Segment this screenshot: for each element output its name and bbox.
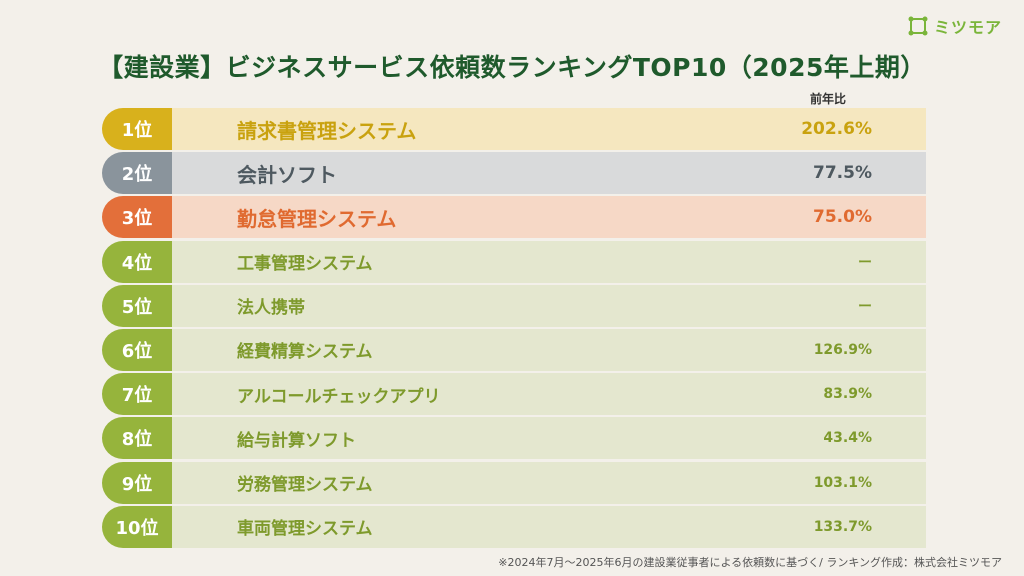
ranking-row: 8位 給与計算ソフト 43.4% (102, 417, 926, 460)
rank-badge: 8位 (102, 417, 172, 460)
rank-badge: 10位 (102, 505, 172, 548)
service-name: アルコールチェックアプリ (237, 386, 441, 407)
rank-badge: 2位 (102, 152, 172, 195)
yoy-column-header: 前年比 (809, 92, 846, 106)
rank-badge: 3位 (102, 196, 172, 239)
row-band (162, 417, 926, 460)
rank-badge: 7位 (102, 373, 172, 416)
service-name: 工事管理システム (237, 254, 373, 275)
rank-badge: 5位 (102, 284, 172, 327)
yoy-value: ー (858, 254, 872, 271)
yoy-value: 202.6% (801, 119, 872, 139)
rank-badge: 9位 (102, 461, 172, 504)
service-name: 法人携帯 (237, 298, 305, 319)
yoy-value: 83.9% (823, 386, 872, 403)
logo-text: ミツモア (933, 18, 1002, 37)
row-band (162, 240, 926, 283)
ranking-row: 6位 経費精算システム 126.9% (102, 328, 926, 371)
row-band (162, 152, 926, 195)
row-band (162, 461, 926, 504)
rank-badge: 6位 (102, 328, 172, 371)
footnote: ※2024年7月〜2025年6月の建設業従事者による依頼数に基づく/ ランキング… (498, 556, 1002, 569)
ranking-row: 2位 会計ソフト 77.5% (102, 152, 926, 195)
rank-badge: 1位 (102, 108, 172, 150)
service-name: 車両管理システム (237, 519, 373, 540)
yoy-value: 75.0% (813, 207, 872, 228)
yoy-value: 103.1% (813, 474, 872, 491)
rank-badge: 4位 (102, 240, 172, 283)
service-name: 労務管理システム (237, 475, 373, 495)
page-title: 【建設業】ビジネスサービス依頼数ランキングTOP10（2025年上期） (98, 53, 926, 82)
ranking-table: 1位 請求書管理システム 202.6% 2位 会計ソフト 77.5% 3位 勤怠管理システム 7… (102, 108, 926, 550)
ranking-row: 5位 法人携帯 ー (102, 284, 926, 327)
yoy-value: 133.7% (813, 518, 872, 535)
service-name: 勤怠管理システム (237, 206, 397, 231)
row-band (162, 196, 926, 239)
yoy-value: 77.5% (813, 163, 872, 184)
row-band (162, 108, 926, 150)
service-name: 会計ソフト (237, 162, 337, 187)
yoy-value: ー (858, 298, 872, 315)
yoy-value: 126.9% (813, 341, 872, 358)
ranking-row: 4位 工事管理システム ー (102, 240, 926, 283)
ranking-row: 3位 勤怠管理システム 75.0% (102, 196, 926, 239)
ranking-row: 7位 アルコールチェックアプリ 83.9% (102, 373, 926, 416)
service-name: 給与計算ソフト (237, 430, 356, 451)
yoy-value: 43.4% (823, 430, 872, 447)
brand-logo: ミツモア (908, 14, 1002, 38)
service-name: 経費精算システム (237, 342, 373, 363)
row-band (162, 328, 926, 371)
logo-mark-icon (908, 16, 928, 36)
ranking-row: 9位 労務管理システム 103.1% (102, 461, 926, 504)
row-band (162, 505, 926, 548)
ranking-row: 1位 請求書管理システム 202.6% (102, 108, 926, 150)
service-name: 請求書管理システム (237, 118, 417, 143)
row-band (162, 284, 926, 327)
ranking-row: 10位 車両管理システム 133.7% (102, 505, 926, 548)
row-band (162, 373, 926, 416)
